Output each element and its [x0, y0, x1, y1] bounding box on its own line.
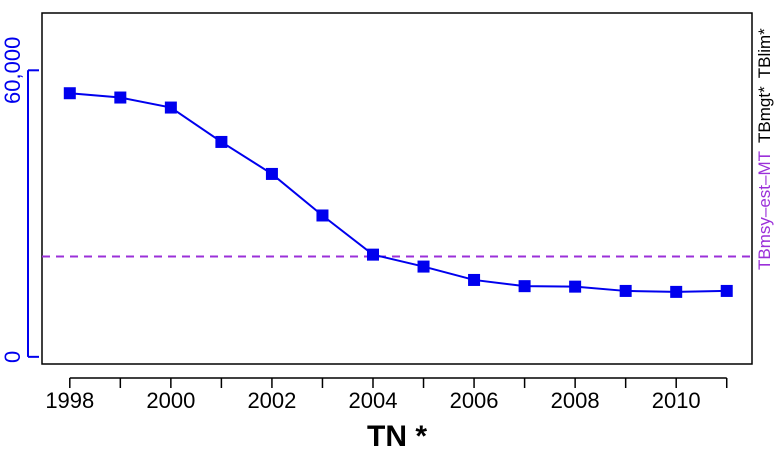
data-point — [215, 135, 228, 148]
y-tick-label: 0 — [0, 351, 25, 363]
x-tick-label: 2006 — [450, 388, 499, 413]
data-point — [63, 87, 76, 100]
x-tick-label: 2004 — [349, 388, 398, 413]
x-tick-label: 1998 — [45, 388, 94, 413]
plot-frame — [41, 12, 753, 365]
x-tick-label: 2008 — [551, 388, 600, 413]
data-point — [468, 273, 481, 286]
right-label: TBmgt* — [755, 86, 774, 143]
data-point — [720, 284, 733, 297]
data-point — [366, 248, 379, 261]
data-point — [670, 285, 683, 298]
series-line — [69, 92, 727, 293]
y-tick-label: 60,000 — [0, 37, 25, 104]
right-label: TBlim* — [755, 28, 774, 78]
right-axis-labels: TBmsy–est–MT TBmgt* TBlim* — [755, 28, 774, 270]
x-axis-ticks: 1998 2000 2002 2004 2006 2008 2010 — [45, 378, 728, 413]
y-axis-ticks: 0 60,000 — [0, 37, 39, 363]
x-tick-label: 2002 — [247, 388, 296, 413]
data-point — [114, 91, 127, 104]
x-axis-title: TN * — [367, 420, 427, 453]
data-point — [518, 280, 531, 293]
x-tick-label: 2000 — [146, 388, 195, 413]
data-point — [569, 280, 582, 293]
x-tick-label: 2010 — [652, 388, 701, 413]
series-group — [63, 87, 733, 298]
right-labels: TBmsy–est–MT TBmgt* TBlim* — [755, 28, 774, 270]
data-point — [619, 284, 632, 297]
right-label: TBmsy–est–MT — [755, 151, 774, 270]
data-point — [417, 260, 430, 273]
data-point — [265, 167, 278, 180]
data-point — [164, 101, 177, 114]
data-point — [316, 209, 329, 222]
